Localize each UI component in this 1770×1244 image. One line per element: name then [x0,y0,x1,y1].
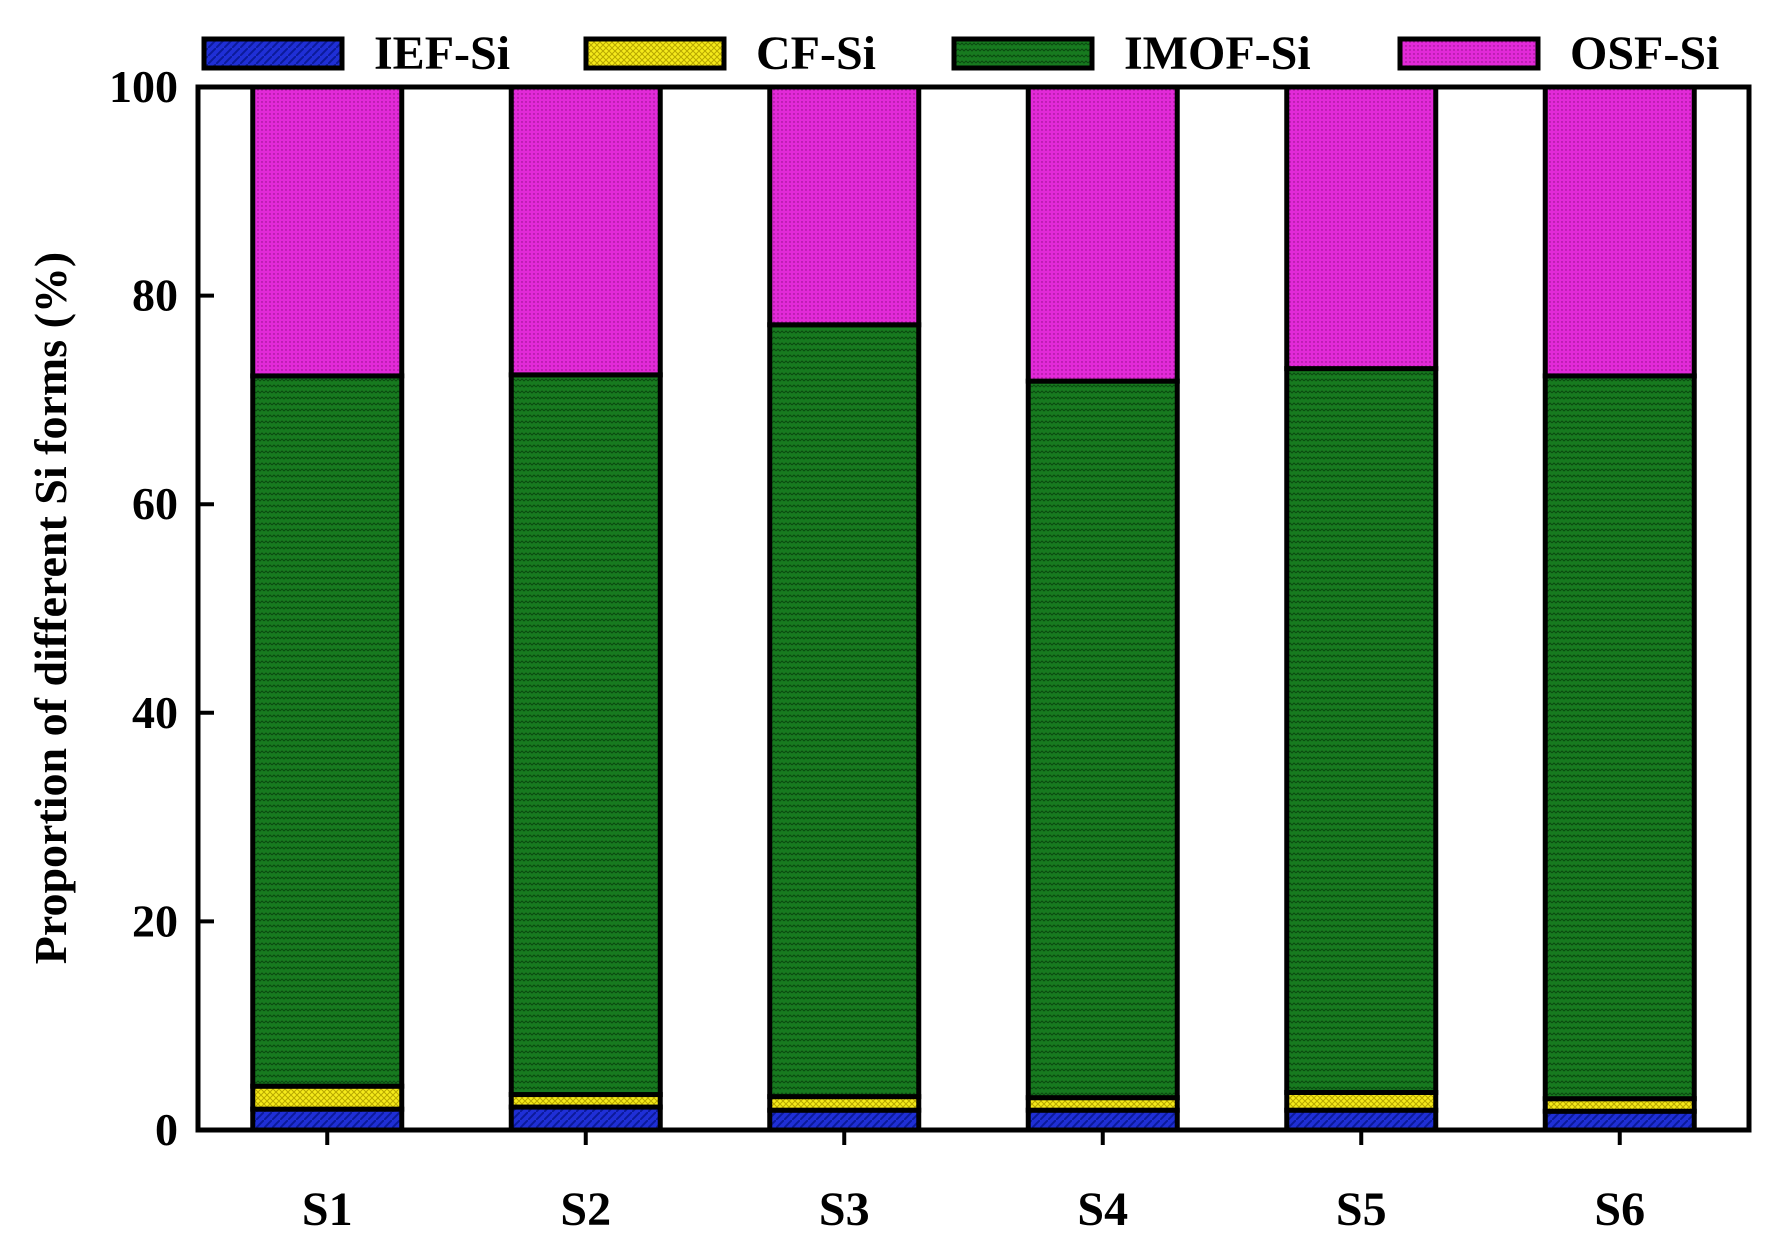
x-tick-label: S6 [1594,1183,1645,1236]
bar-S5-IMOF-Si [1284,366,1439,1095]
y-tick-label: 40 [132,687,178,738]
legend-swatch-OSF-Si [1397,36,1541,71]
bar-S5-CF-Si [1284,1089,1439,1113]
y-axis-label: Proportion of different Si forms (%) [25,252,76,964]
bar-S4-OSF-Si [1025,84,1180,384]
bar-S4-IEF-Si [1025,1107,1180,1133]
bar-S6-OSF-Si [1542,84,1697,379]
x-tick-label: S1 [302,1183,353,1236]
bar-S2-IEF-Si [508,1104,663,1133]
bar-S4-IMOF-Si [1025,378,1180,1101]
legend-label-CF-Si: CF-Si [756,27,876,80]
legend-swatch-IEF-Si [201,36,345,71]
y-tick-label: 60 [132,478,178,529]
bar-S3-IMOF-Si [767,322,922,1100]
legend-label-OSF-Si: OSF-Si [1570,27,1719,80]
bar-S3-IEF-Si [767,1107,922,1133]
bar-S3-OSF-Si [767,84,922,328]
legend-label-IEF-Si: IEF-Si [374,27,510,80]
y-tick-label: 20 [132,895,178,946]
bar-S2-OSF-Si [508,84,663,378]
x-tick-label: S3 [819,1183,870,1236]
x-axis: S1 S2 S3 S4 S5 S6 [302,1130,1645,1236]
bars-group [250,84,1697,1133]
legend-label-IMOF-Si: IMOF-Si [1124,27,1311,80]
bar-S5-OSF-Si [1284,84,1439,372]
y-tick-label: 100 [109,61,178,112]
plot-frame [195,84,1752,1133]
legend-swatch-CF-Si [583,36,727,71]
bar-S2-IMOF-Si [508,372,663,1098]
bar-S6-IEF-Si [1542,1108,1697,1133]
y-axis: 0 20 40 60 80 100 [109,61,214,1155]
y-tick-label: 80 [132,270,178,321]
bar-S5-IEF-Si [1284,1107,1439,1133]
bar-S1-OSF-Si [250,84,405,379]
x-tick-label: S5 [1336,1183,1387,1236]
x-tick-label: S4 [1077,1183,1128,1236]
bar-S1-IEF-Si [250,1106,405,1133]
legend-swatch-IMOF-Si [951,36,1095,71]
y-tick-label: 0 [155,1104,178,1155]
bar-S6-IMOF-Si [1542,373,1697,1102]
legend: IEF-Si CF-Si IMOF-Si OSF-Si [201,27,1719,80]
bar-S1-CF-Si [250,1083,405,1112]
x-tick-label: S2 [560,1183,611,1236]
bar-S1-IMOF-Si [250,373,405,1089]
